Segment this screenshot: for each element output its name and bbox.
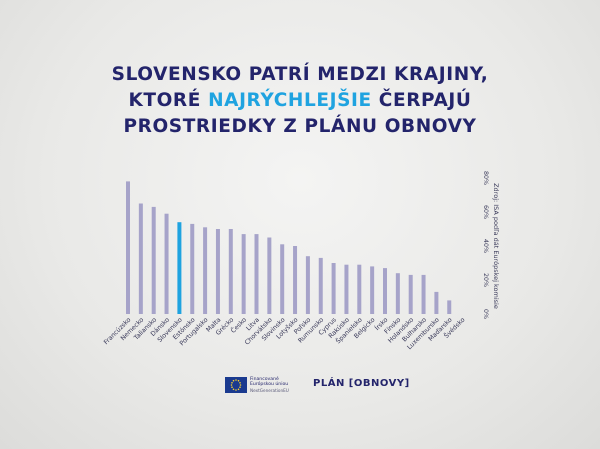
eu-line-1: Financované [250, 377, 279, 382]
y-tick-label: 40% [482, 239, 489, 253]
eu-funding-text: Financované Európskou úniou NextGenerati… [250, 377, 289, 393]
bar-holandsko [408, 274, 413, 314]
chart-title: SLOVENSKO PATRÍ MEDZI KRAJINY, KTORÉ NAJ… [0, 62, 600, 140]
eu-line-2: Európskou úniou [250, 382, 289, 388]
y-tick-label: 0% [482, 309, 489, 319]
plan-obnovy-logo: PLÁN [OBNOVY] [313, 378, 410, 389]
bar-česko [241, 234, 246, 314]
y-tick-labels: 0% 20% 40% 60% 80% [482, 171, 489, 319]
bar-cyprus [331, 263, 336, 314]
bar-maďarsko [447, 300, 452, 314]
bar-slovinsko [280, 244, 285, 314]
bar-taliansko [151, 206, 156, 314]
source-note: Zdroj: ISA podľa dát Európskej komisie [492, 183, 500, 309]
x-tick-labels: FrancúzskoNemeckoTalianskoDánskoSlovensk… [102, 315, 467, 351]
y-tick-label: 20% [482, 273, 489, 287]
bar-nemecko [138, 203, 143, 314]
bars-group [126, 181, 452, 314]
bar-portugalsko [203, 227, 208, 314]
bar-bulharsko [421, 274, 426, 314]
bar-luxembursko [434, 291, 439, 314]
title-line-2-post: ČERPAJÚ [371, 90, 472, 111]
bar-írsko [383, 268, 387, 314]
bar-malta [215, 229, 220, 314]
bar-grécko [228, 229, 233, 314]
bar-chorvátsko [267, 237, 272, 314]
title-line-2-pre: KTORÉ [128, 90, 209, 111]
bar-španielsko [357, 264, 362, 314]
y-tick-label: 80% [482, 171, 489, 185]
bar-rumunsko [318, 257, 323, 314]
bar-francúzsko [126, 181, 130, 314]
bar-rakúsko [344, 264, 349, 314]
title-highlight: NAJRÝCHLEJŠIE [208, 90, 372, 111]
bar-dánsko [164, 213, 169, 314]
bar-lotyšsko [293, 246, 298, 314]
eu-line-3: NextGenerationEU [250, 387, 289, 393]
eu-flag-icon [225, 377, 247, 393]
title-line-1: SLOVENSKO PATRÍ MEDZI KRAJINY, [111, 64, 489, 85]
bar-fínsko [395, 273, 400, 314]
title-line-2: KTORÉ NAJRÝCHLEJŠIE ČERPAJÚ [0, 88, 600, 114]
y-tick-label: 60% [482, 205, 489, 219]
bar-belgicko [370, 266, 375, 314]
bar-poľsko [305, 256, 310, 314]
bar-litva [254, 234, 259, 314]
bar-slovensko [177, 222, 182, 314]
eu-funding-logo: Financované Európskou úniou NextGenerati… [225, 377, 289, 399]
bar-estónsko [190, 223, 195, 314]
title-line-3: PROSTRIEDKY Z PLÁNU OBNOVY [123, 116, 477, 137]
